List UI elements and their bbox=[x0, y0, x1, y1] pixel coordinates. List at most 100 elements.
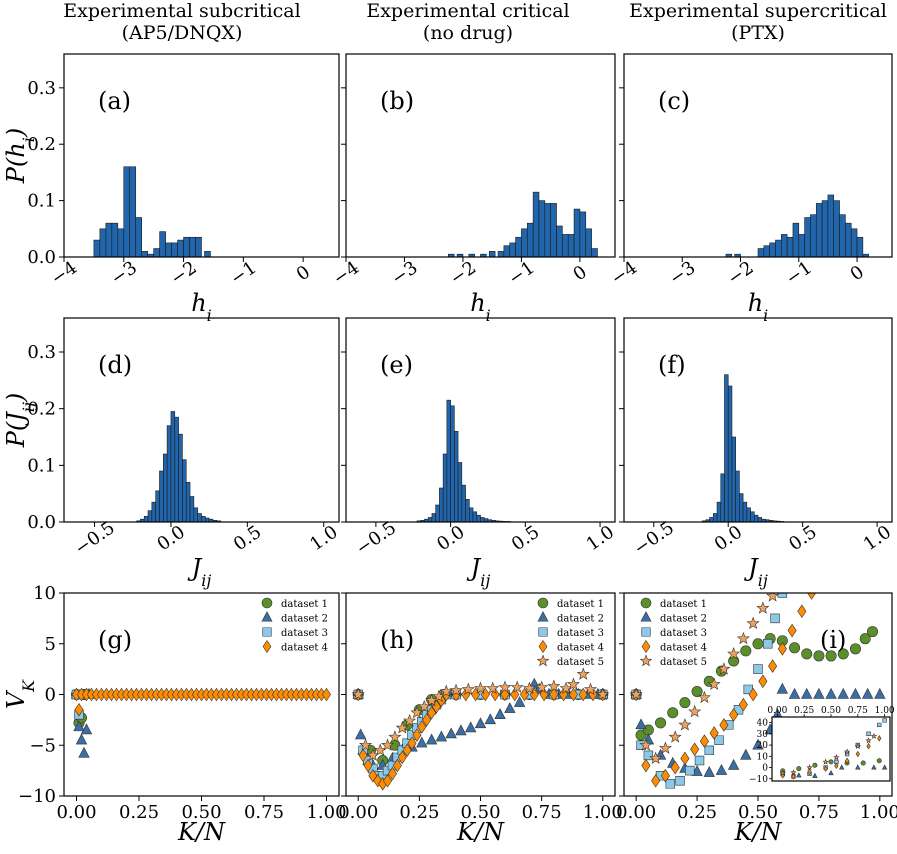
histogram-bar bbox=[709, 517, 714, 522]
data-point bbox=[866, 731, 871, 737]
data-point bbox=[455, 724, 467, 736]
histogram-bar bbox=[579, 211, 587, 257]
data-point bbox=[719, 718, 729, 732]
data-point bbox=[688, 704, 702, 718]
x-tick-label: 0.00 bbox=[616, 802, 656, 823]
legend-marker bbox=[536, 654, 550, 667]
plot-area bbox=[416, 399, 511, 522]
data-point bbox=[584, 682, 598, 695]
data-point bbox=[416, 736, 428, 748]
x-axis-label: K/N bbox=[733, 818, 782, 846]
legend-label: dataset 4 bbox=[660, 643, 707, 654]
histogram-bar bbox=[427, 517, 433, 522]
data-point bbox=[828, 759, 834, 765]
data-point bbox=[504, 702, 516, 713]
data-point bbox=[736, 631, 750, 645]
histogram-bar bbox=[442, 453, 448, 522]
histogram-bar bbox=[526, 222, 534, 257]
x-tick-label: 0.5 bbox=[508, 522, 544, 556]
histogram-bar bbox=[833, 200, 840, 257]
x-tick-label: 0.50 bbox=[460, 802, 500, 823]
data-point bbox=[539, 687, 549, 702]
data-point bbox=[861, 687, 874, 699]
histogram-bar bbox=[713, 513, 718, 522]
x-tick-label: 0.25 bbox=[677, 802, 717, 823]
data-point bbox=[629, 687, 643, 701]
histogram-bar bbox=[182, 459, 187, 522]
data-point bbox=[407, 736, 417, 751]
histogram-bar bbox=[591, 248, 598, 257]
y-axis-label: P(Jij) bbox=[2, 393, 38, 449]
histogram-bar bbox=[147, 510, 153, 522]
data-point bbox=[766, 593, 780, 602]
legend-marker bbox=[538, 627, 548, 637]
histogram-bar bbox=[753, 514, 759, 522]
legend-label: dataset 3 bbox=[660, 628, 707, 639]
data-point bbox=[707, 677, 721, 690]
plot-area bbox=[70, 687, 332, 758]
histogram-bar bbox=[189, 496, 195, 522]
legend-label: dataset 3 bbox=[281, 628, 328, 639]
panel-label: (b) bbox=[380, 87, 414, 115]
data-point bbox=[690, 742, 700, 757]
histogram-bar bbox=[165, 242, 172, 257]
data-point bbox=[843, 748, 851, 755]
y-tick-label: 0.1 bbox=[27, 191, 56, 212]
histogram-bar bbox=[862, 253, 869, 257]
y-tick-label: 0.0 bbox=[27, 512, 56, 533]
data-point bbox=[643, 750, 654, 761]
histogram-bar bbox=[763, 245, 770, 257]
x-tick-label: 0 bbox=[847, 262, 868, 286]
data-point bbox=[694, 755, 705, 766]
plot-area bbox=[629, 593, 886, 789]
histogram-bar bbox=[446, 399, 451, 522]
data-point bbox=[639, 738, 653, 751]
panel-c: −4 −3 −2 −1 0 hi (c) bbox=[607, 53, 893, 325]
data-point bbox=[670, 760, 680, 775]
data-point bbox=[576, 667, 590, 680]
data-point bbox=[789, 642, 801, 654]
y-tick-label: −10 bbox=[749, 775, 768, 785]
data-point bbox=[658, 741, 672, 754]
data-point bbox=[417, 720, 427, 734]
data-point bbox=[877, 722, 882, 728]
column-title-text: Experimental subcritical bbox=[63, 0, 301, 22]
column-subtitle-text: (no drug) bbox=[422, 22, 514, 44]
legend-marker bbox=[262, 639, 272, 654]
data-point bbox=[635, 718, 647, 730]
column-title-1: Experimental subcritical (AP5/DNQX) bbox=[52, 0, 312, 44]
legend-marker bbox=[640, 611, 652, 622]
legend-marker bbox=[537, 597, 549, 609]
data-point bbox=[752, 738, 764, 750]
data-point bbox=[833, 754, 840, 761]
y-tick-label: −5 bbox=[29, 735, 56, 756]
data-point bbox=[801, 648, 813, 660]
x-tick-label: 0.00 bbox=[56, 802, 96, 823]
histogram-bar bbox=[195, 236, 202, 257]
data-point bbox=[854, 742, 862, 749]
histogram-bar bbox=[725, 253, 733, 257]
data-point bbox=[796, 772, 802, 778]
histogram-bar bbox=[204, 251, 211, 257]
data-point bbox=[882, 718, 887, 723]
y-tick-label: 20 bbox=[757, 741, 769, 751]
axes-frame bbox=[345, 317, 616, 523]
histogram-bar bbox=[476, 514, 481, 522]
data-point bbox=[678, 718, 692, 731]
y-tick-label: 5 bbox=[45, 634, 56, 655]
x-tick-label: 0.75 bbox=[522, 802, 562, 823]
data-point bbox=[813, 650, 825, 662]
legend-label: dataset 4 bbox=[557, 643, 604, 654]
data-point bbox=[714, 735, 724, 745]
data-point bbox=[825, 687, 837, 699]
histogram-bar bbox=[480, 253, 487, 257]
data-point bbox=[665, 779, 676, 789]
histogram-bar bbox=[99, 228, 107, 257]
data-point bbox=[758, 674, 768, 689]
axes-frame bbox=[63, 53, 340, 258]
histogram-bar bbox=[781, 234, 788, 257]
x-axis-label: Jij bbox=[743, 554, 768, 590]
x-axis-label: K/N bbox=[456, 818, 505, 846]
